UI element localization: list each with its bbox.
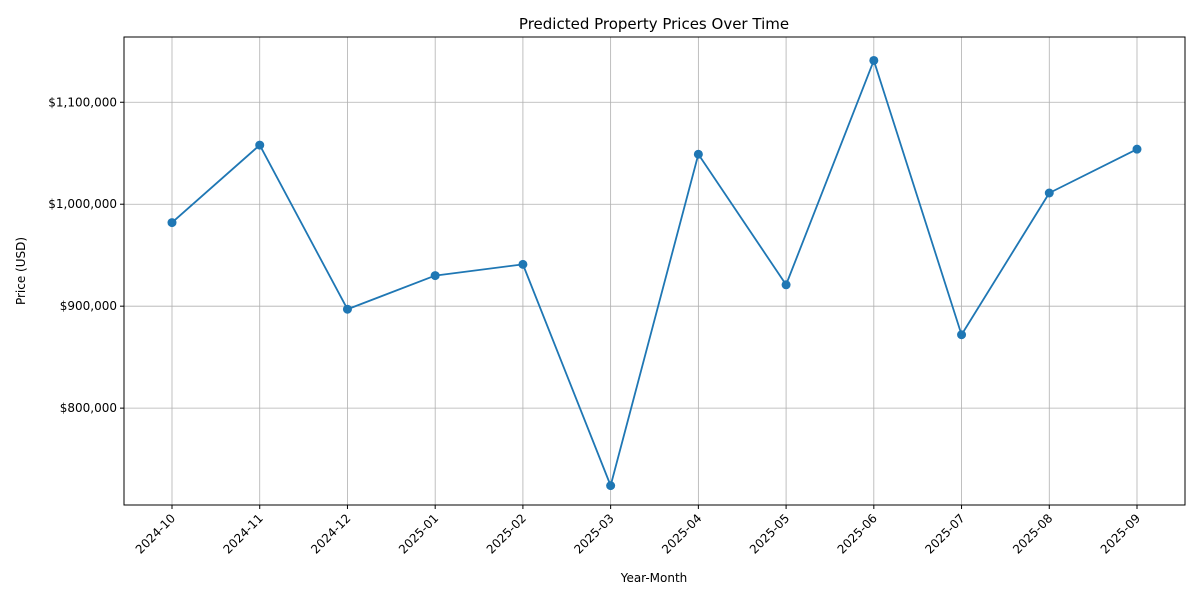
plot-area-frame xyxy=(123,36,1186,506)
data-point-marker xyxy=(869,55,879,65)
series-layer xyxy=(167,55,1142,491)
y-tick-label: $1,000,000 xyxy=(48,197,117,211)
y-axis-label: Price (USD) xyxy=(14,237,28,305)
data-point-marker xyxy=(1044,188,1054,198)
data-point-marker xyxy=(606,481,616,491)
y-tick-label: $800,000 xyxy=(60,401,117,415)
data-point-marker xyxy=(430,271,440,281)
data-point-marker xyxy=(957,330,967,340)
data-point-marker xyxy=(781,280,791,290)
data-point-marker xyxy=(693,149,703,159)
data-point-marker xyxy=(1132,144,1142,154)
data-point-marker xyxy=(342,304,352,314)
x-axis-label: Year-Month xyxy=(620,571,688,585)
data-point-marker xyxy=(255,140,265,150)
chart-title: Predicted Property Prices Over Time xyxy=(519,15,789,33)
data-point-marker xyxy=(518,259,528,269)
y-tick-label: $900,000 xyxy=(60,299,117,313)
grid-lines xyxy=(124,37,1185,505)
series-line xyxy=(171,59,1138,487)
y-tick-label: $1,100,000 xyxy=(48,95,117,109)
data-point-marker xyxy=(167,218,177,228)
